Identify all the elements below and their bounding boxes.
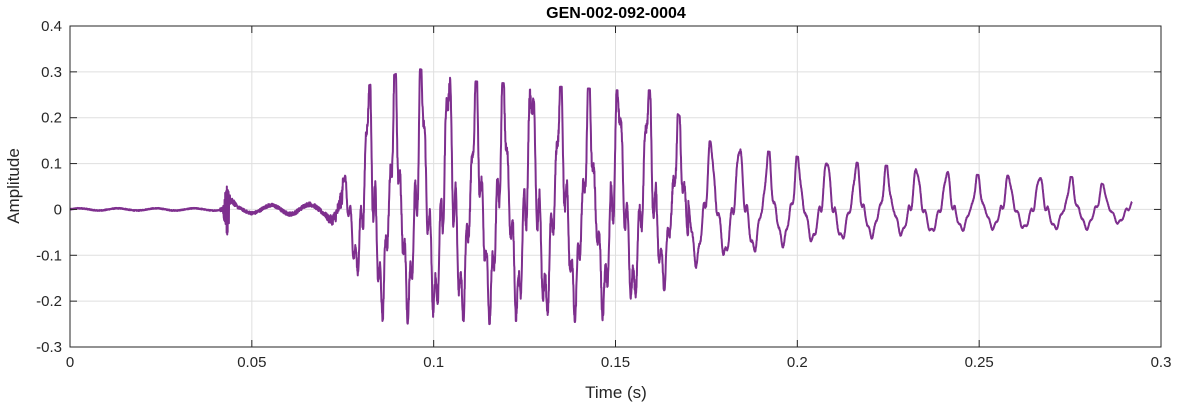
y-tick-label: 0.3 bbox=[41, 64, 62, 81]
x-axis-ticks: 0 0.05 0.1 0.15 0.2 0.25 0.3 bbox=[66, 26, 1172, 371]
x-tick-label: 0.15 bbox=[601, 354, 630, 371]
x-tick-label: 0.1 bbox=[423, 354, 444, 371]
y-tick-label: 0.2 bbox=[41, 110, 62, 127]
x-tick-label: 0.3 bbox=[1151, 354, 1172, 371]
y-tick-label: 0.4 bbox=[41, 18, 62, 35]
y-tick-label: 0.1 bbox=[41, 156, 62, 173]
y-tick-label: -0.3 bbox=[36, 339, 62, 356]
y-axis-ticks: -0.3 -0.2 -0.1 0 0.1 0.2 0.3 0.4 bbox=[36, 18, 1161, 356]
y-axis-title: Amplitude bbox=[4, 148, 23, 224]
x-tick-label: 0.2 bbox=[787, 354, 808, 371]
signal-line bbox=[70, 68, 1133, 326]
x-tick-label: 0.25 bbox=[965, 354, 994, 371]
y-tick-label: -0.2 bbox=[36, 293, 62, 310]
x-tick-label: 0.05 bbox=[237, 354, 266, 371]
x-tick-label: 0 bbox=[66, 354, 74, 371]
y-tick-label: 0 bbox=[54, 201, 62, 218]
plot-clip-group bbox=[70, 68, 1133, 326]
chart-title: GEN-002-092-0004 bbox=[546, 5, 686, 22]
x-axis-title: Time (s) bbox=[585, 383, 647, 402]
y-tick-label: -0.1 bbox=[36, 247, 62, 264]
